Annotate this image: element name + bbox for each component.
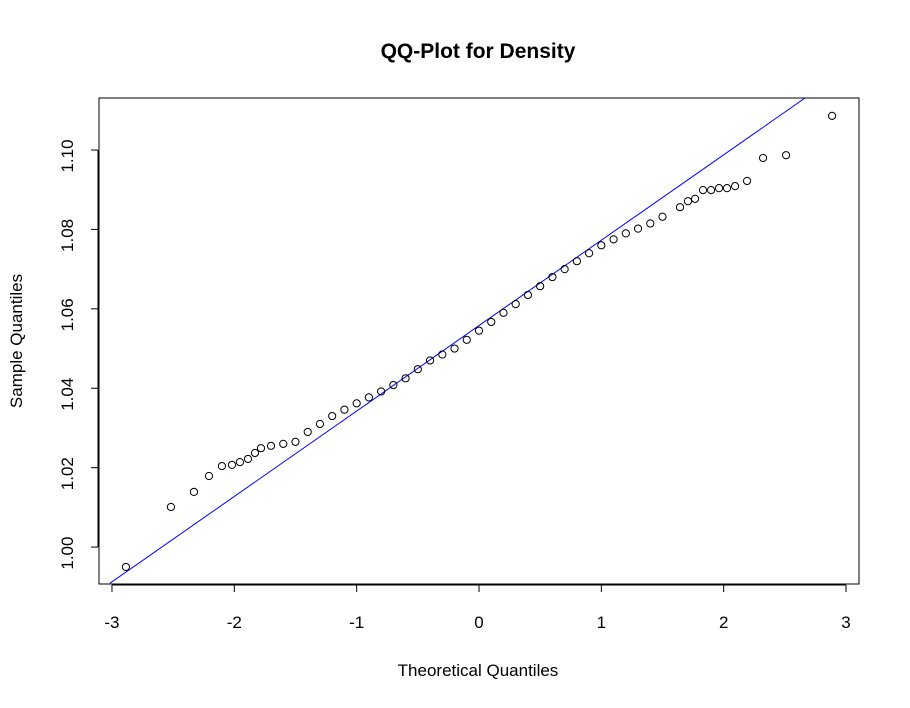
point bbox=[250, 448, 260, 458]
point bbox=[585, 249, 594, 258]
point bbox=[560, 265, 569, 274]
point bbox=[217, 461, 227, 471]
point bbox=[340, 405, 349, 414]
point bbox=[730, 182, 740, 191]
x-tick-label: 0 bbox=[474, 613, 483, 632]
point bbox=[536, 282, 545, 291]
point bbox=[166, 502, 176, 512]
point bbox=[827, 111, 837, 120]
point bbox=[499, 308, 508, 317]
point bbox=[189, 487, 199, 496]
point bbox=[621, 229, 630, 238]
point bbox=[450, 344, 459, 353]
point bbox=[413, 365, 422, 374]
point bbox=[675, 203, 685, 212]
point bbox=[352, 399, 361, 408]
point bbox=[548, 272, 557, 282]
y-tick-label: 1.08 bbox=[58, 219, 77, 252]
point bbox=[714, 184, 724, 193]
point bbox=[523, 290, 533, 300]
point bbox=[572, 257, 581, 266]
x-tick-label: 3 bbox=[841, 613, 850, 632]
point bbox=[698, 186, 708, 195]
point bbox=[690, 194, 700, 203]
point bbox=[742, 176, 752, 186]
point bbox=[511, 299, 520, 309]
point bbox=[266, 441, 276, 450]
point bbox=[633, 224, 643, 233]
point bbox=[781, 151, 791, 160]
point bbox=[658, 212, 667, 221]
x-tick-label: 1 bbox=[597, 613, 606, 632]
point bbox=[389, 380, 398, 390]
point bbox=[487, 317, 496, 327]
point bbox=[364, 393, 373, 402]
point bbox=[609, 235, 618, 244]
point bbox=[303, 427, 312, 437]
point bbox=[315, 419, 325, 429]
point bbox=[438, 350, 447, 359]
point bbox=[462, 335, 471, 344]
chart-title: QQ-Plot for Density bbox=[381, 40, 576, 63]
point bbox=[227, 460, 237, 469]
point bbox=[706, 186, 716, 195]
y-tick-label: 1.02 bbox=[58, 457, 77, 490]
reference-line bbox=[109, 98, 806, 584]
point bbox=[401, 374, 410, 383]
plot-frame bbox=[98, 97, 860, 585]
point bbox=[243, 454, 253, 464]
point bbox=[722, 184, 732, 193]
point bbox=[377, 387, 386, 396]
point bbox=[758, 153, 768, 163]
point bbox=[328, 411, 337, 421]
y-tick-label: 1.10 bbox=[58, 139, 77, 172]
point bbox=[646, 219, 655, 228]
point bbox=[121, 562, 131, 572]
y-tick-label: 1.00 bbox=[58, 537, 77, 570]
point bbox=[235, 458, 245, 467]
y-axis-label: Sample Quantiles bbox=[7, 274, 26, 408]
x-tick-label: 2 bbox=[719, 613, 728, 632]
point bbox=[279, 439, 288, 448]
point bbox=[683, 197, 693, 206]
point bbox=[474, 326, 484, 335]
point bbox=[291, 437, 300, 446]
x-tick-label: -1 bbox=[349, 613, 364, 632]
y-tick-label: 1.06 bbox=[58, 298, 77, 331]
y-tick-label: 1.04 bbox=[58, 378, 77, 411]
x-axis-label: Theoretical Quantiles bbox=[398, 661, 559, 680]
x-tick-label: -2 bbox=[227, 613, 242, 632]
point bbox=[597, 241, 606, 250]
point bbox=[204, 471, 214, 481]
x-tick-label: -3 bbox=[104, 613, 119, 632]
point bbox=[256, 444, 266, 453]
point bbox=[425, 356, 435, 365]
